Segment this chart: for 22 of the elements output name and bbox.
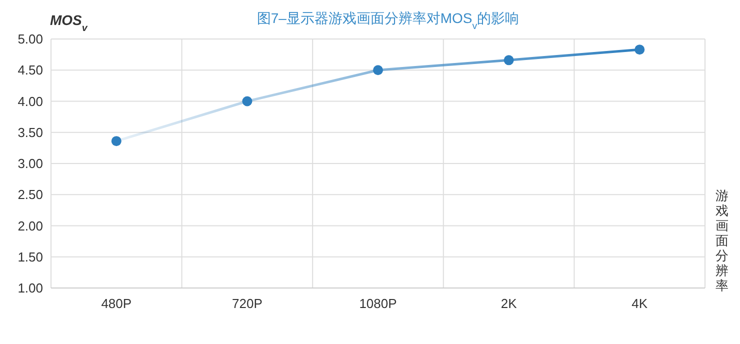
point (111, 136, 122, 146)
y-tick-label: 5.00 (18, 32, 43, 46)
y-tick-label: 2.00 (18, 218, 43, 234)
y-tick-label: 1.00 (18, 280, 43, 296)
y-axis-title: MOS$_{v}$ (50, 12, 88, 34)
y-tick-label: 3.00 (18, 156, 43, 171)
point (373, 65, 383, 76)
x-tick-label: 720P (232, 296, 262, 311)
point (504, 55, 514, 66)
point (634, 44, 645, 55)
x-tick-label: 2K (500, 296, 518, 311)
point (242, 96, 252, 106)
x-tick-label: 480P (101, 296, 132, 311)
y-tick-label: 3.50 (18, 124, 43, 140)
y-tick-label: 4.00 (18, 94, 43, 109)
y-tick-label: 2.50 (18, 187, 43, 202)
y-tick-label: 1.50 (18, 249, 43, 264)
x-axis-title: 游戏画面分辨率 (716, 188, 728, 293)
x-tick-label: 1080P (359, 296, 397, 311)
y-tick-label: 4.50 (18, 62, 43, 78)
x-tick-label: 4K (632, 296, 648, 311)
chart-title: 图7–显示器游戏画面分辨率对MOS$_{v}$的影响 (256, 10, 520, 32)
